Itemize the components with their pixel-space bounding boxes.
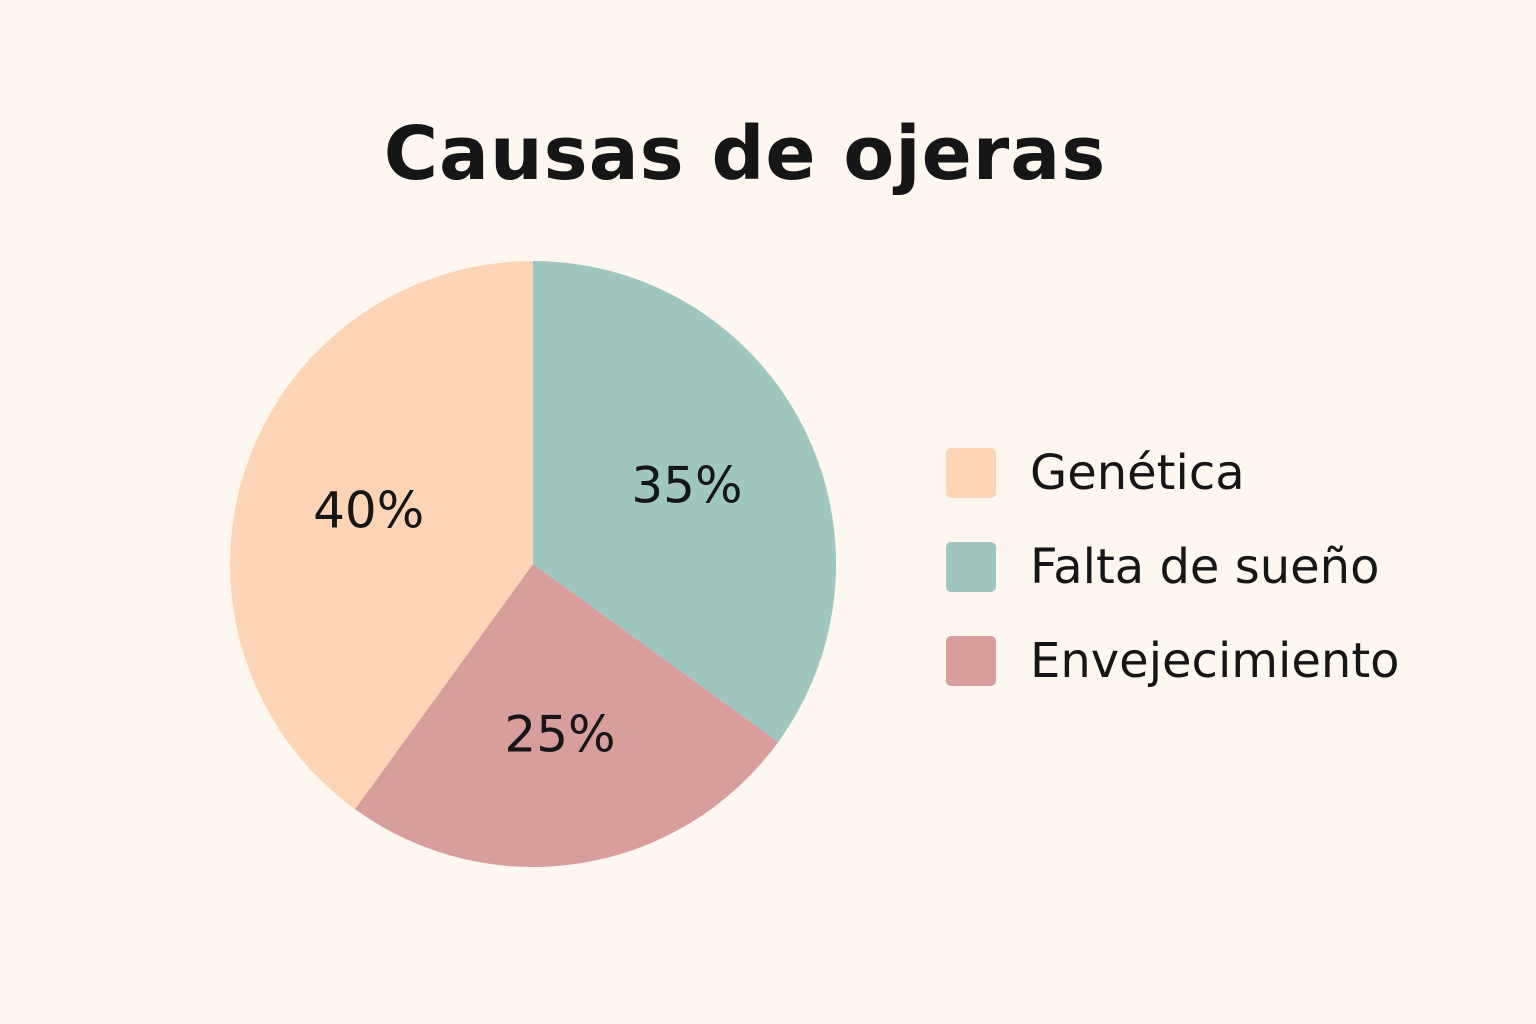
legend-swatch-envejecimiento bbox=[946, 636, 996, 686]
legend-label-falta-de-sueno: Falta de sueño bbox=[1030, 539, 1380, 595]
data-label-falta-de-sueno: 35% bbox=[631, 457, 742, 515]
pie-slice-envejecimiento bbox=[354, 564, 779, 867]
pie-slice-genetica bbox=[230, 261, 534, 810]
legend-swatch-falta-de-sueno bbox=[946, 542, 996, 592]
data-label-envejecimiento: 25% bbox=[504, 706, 615, 764]
legend-label-genetica: Genética bbox=[1030, 445, 1245, 501]
legend-swatch-genetica bbox=[946, 448, 996, 498]
legend: Genética Falta de sueño Envejecimiento bbox=[946, 445, 1400, 728]
legend-item-genetica: Genética bbox=[946, 445, 1400, 501]
legend-label-envejecimiento: Envejecimiento bbox=[1030, 633, 1400, 689]
legend-item-envejecimiento: Envejecimiento bbox=[946, 633, 1400, 689]
chart-title: Causas de ojeras bbox=[383, 111, 1107, 197]
data-label-genetica: 40% bbox=[313, 482, 424, 540]
pie-data-labels: 35% 25% 40% bbox=[313, 457, 742, 764]
pie-slice-falta-de-sueno bbox=[533, 261, 836, 743]
legend-item-falta-de-sueno: Falta de sueño bbox=[946, 539, 1400, 595]
pie-slices bbox=[230, 261, 836, 867]
